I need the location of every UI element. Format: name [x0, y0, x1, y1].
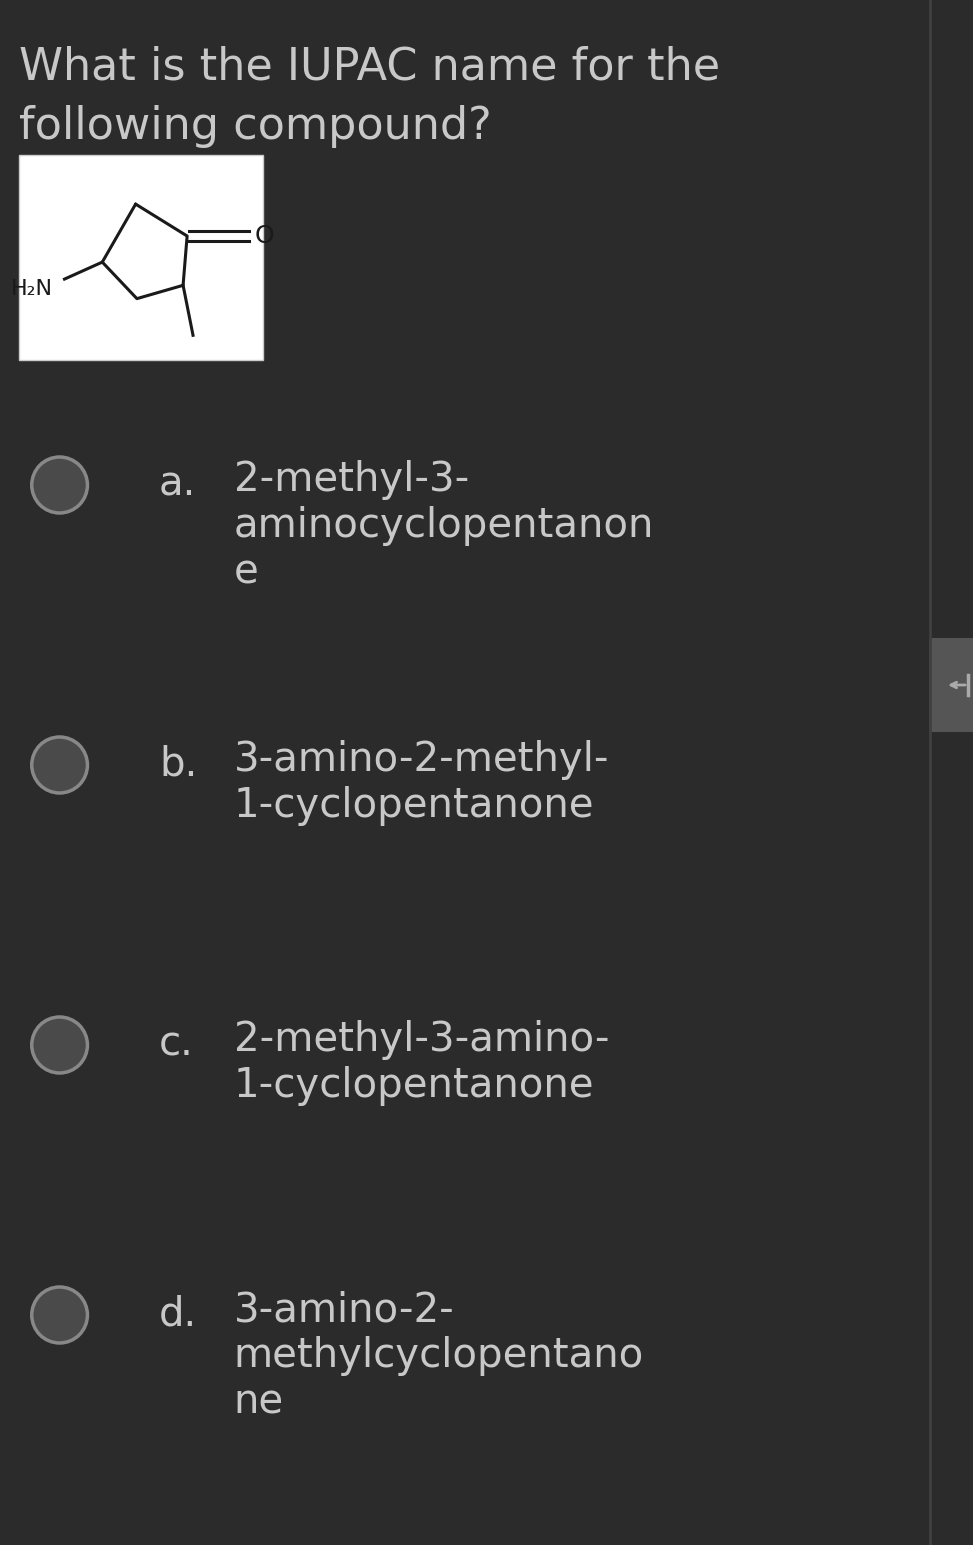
- Text: O: O: [255, 224, 274, 249]
- Text: What is the IUPAC name for the: What is the IUPAC name for the: [18, 45, 720, 88]
- Text: aminocyclopentanon: aminocyclopentanon: [234, 507, 654, 545]
- Circle shape: [32, 457, 88, 513]
- Text: following compound?: following compound?: [18, 105, 491, 148]
- Text: 3-amino-2-methyl-: 3-amino-2-methyl-: [234, 740, 609, 780]
- Text: ne: ne: [234, 1381, 284, 1421]
- FancyBboxPatch shape: [18, 154, 263, 360]
- Circle shape: [32, 1287, 88, 1343]
- Circle shape: [32, 1017, 88, 1072]
- Text: 2-methyl-3-: 2-methyl-3-: [234, 460, 469, 501]
- Text: 2-methyl-3-amino-: 2-methyl-3-amino-: [234, 1020, 609, 1060]
- FancyBboxPatch shape: [929, 638, 973, 732]
- Text: methylcyclopentano: methylcyclopentano: [234, 1336, 644, 1377]
- Text: d.: d.: [160, 1295, 198, 1335]
- Text: H₂N: H₂N: [11, 280, 53, 300]
- Text: 3-amino-2-: 3-amino-2-: [234, 1290, 454, 1330]
- Text: a.: a.: [160, 465, 197, 505]
- Circle shape: [32, 737, 88, 793]
- Text: b.: b.: [160, 745, 198, 785]
- Text: e: e: [234, 552, 259, 592]
- Text: 1-cyclopentanone: 1-cyclopentanone: [234, 1066, 595, 1106]
- Text: 1-cyclopentanone: 1-cyclopentanone: [234, 786, 595, 827]
- Text: c.: c.: [160, 1024, 194, 1065]
